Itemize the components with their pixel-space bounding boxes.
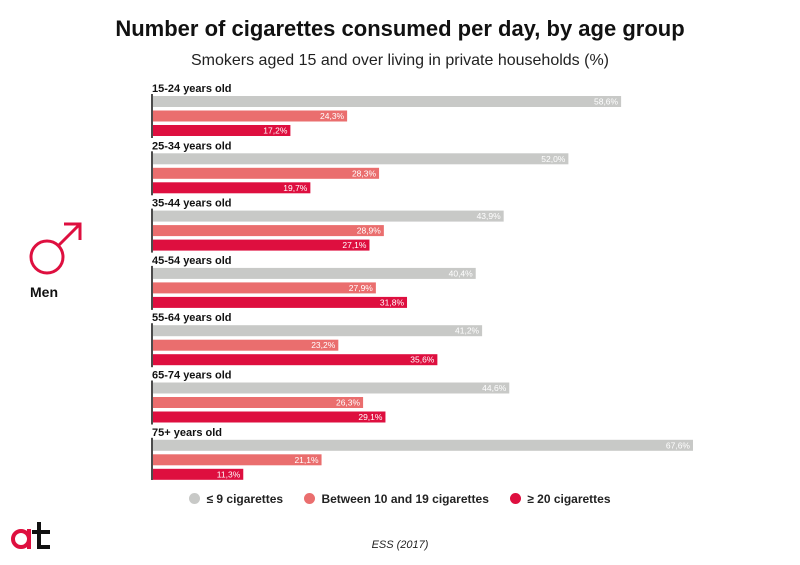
- male-symbol-icon: [29, 222, 82, 275]
- bar-value-label: 27,1%: [342, 240, 367, 250]
- bar-value-label: 23,2%: [311, 340, 336, 350]
- bar-light: [153, 210, 504, 222]
- bar-light: [153, 153, 569, 165]
- legend: ≤ 9 cigarettes Between 10 and 19 cigaret…: [0, 492, 800, 506]
- category-label: 55-64 years old: [152, 312, 232, 324]
- legend-dot-heavy: [510, 493, 522, 504]
- bar-value-label: 21,1%: [294, 455, 319, 465]
- bar-light: [153, 96, 622, 107]
- legend-label-light: ≤ 9 cigarettes: [206, 492, 284, 506]
- source-note: ESS (2017): [371, 539, 429, 551]
- legend-item-light: ≤ 9 cigarettes: [189, 492, 283, 506]
- bar-light: [153, 439, 693, 451]
- chart-subtitle: Smokers aged 15 and over living in priva…: [190, 52, 609, 69]
- bar-medium: [153, 397, 364, 408]
- bar-value-label: 43,9%: [477, 211, 502, 221]
- bar-light: [153, 325, 483, 337]
- legend-item-heavy: ≥ 20 cigarettes: [510, 492, 611, 506]
- category-label: 65-74 years old: [152, 370, 232, 382]
- at-logo-icon: [11, 522, 50, 549]
- bar-value-label: 24,3%: [320, 111, 345, 121]
- bar-value-label: 58,6%: [594, 97, 619, 107]
- bar-medium: [153, 167, 380, 179]
- group-label: Men: [30, 284, 58, 300]
- bar-value-label: 28,3%: [352, 168, 377, 178]
- bar-heavy: [153, 468, 244, 480]
- bar-value-label: 29,1%: [358, 412, 383, 422]
- bar-value-label: 27,9%: [349, 283, 374, 293]
- legend-dot-light: [189, 493, 201, 504]
- category-label: 75+ years old: [152, 427, 222, 439]
- bar-heavy: [153, 182, 311, 194]
- category-label: 35-44 years old: [152, 198, 232, 210]
- bar-heavy: [153, 125, 291, 136]
- legend-label-medium: Between 10 and 19 cigarettes: [321, 492, 489, 506]
- bar-light: [153, 382, 510, 394]
- bar-value-label: 35,6%: [410, 355, 435, 365]
- chart-title: Number of cigarettes consumed per day, b…: [115, 16, 685, 41]
- legend-label-heavy: ≥ 20 cigarettes: [527, 492, 611, 506]
- bar-light: [153, 267, 476, 279]
- bar-heavy: [153, 411, 386, 423]
- bar-value-label: 40,4%: [449, 268, 474, 278]
- bar-heavy: [153, 239, 370, 251]
- bar-value-label: 26,3%: [336, 398, 361, 408]
- category-label: 45-54 years old: [152, 255, 232, 267]
- bar-heavy: [153, 354, 438, 366]
- bar-value-label: 11,3%: [217, 469, 241, 479]
- bar-value-label: 52,0%: [541, 154, 566, 164]
- bar-medium: [153, 454, 322, 466]
- bar-value-label: 31,8%: [380, 297, 405, 307]
- bar-medium: [153, 282, 376, 294]
- bar-value-label: 17,2%: [263, 126, 288, 136]
- category-label: 25-34 years old: [152, 140, 232, 152]
- bar-value-label: 28,9%: [357, 226, 382, 236]
- bar-value-label: 41,2%: [455, 326, 480, 336]
- bar-value-label: 44,6%: [482, 383, 507, 393]
- legend-item-medium: Between 10 and 19 cigarettes: [304, 492, 489, 506]
- legend-dot-medium: [304, 493, 316, 504]
- bar-chart: 15-24 years old 58,6% 24,3% 17,2% 25-34 year…: [151, 83, 693, 480]
- bar-medium: [153, 110, 348, 122]
- category-label: 15-24 years old: [152, 83, 232, 95]
- bar-medium: [153, 225, 384, 237]
- bar-medium: [153, 339, 339, 351]
- bar-value-label: 19,7%: [283, 183, 308, 193]
- bar-heavy: [153, 296, 408, 308]
- bar-value-label: 67,6%: [666, 440, 691, 450]
